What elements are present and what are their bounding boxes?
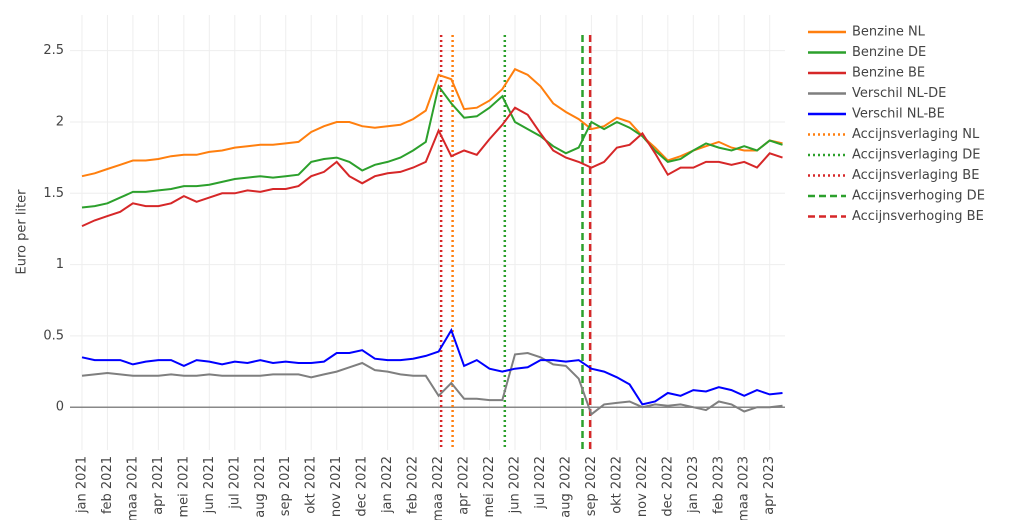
legend-label: Benzine NL — [852, 25, 926, 40]
x-tick-label: jan 2022 — [380, 456, 395, 514]
x-tick-label: aug 2021 — [253, 456, 268, 518]
legend-label: Accijnsverhoging BE — [852, 209, 984, 224]
legend-label: Benzine BE — [852, 66, 925, 81]
x-tick-label: jul 2021 — [227, 456, 242, 510]
x-tick-label: maa 2021 — [125, 456, 140, 520]
y-tick-label: 2 — [56, 114, 64, 129]
x-tick-label: apr 2021 — [151, 456, 166, 515]
x-tick-label: maa 2022 — [431, 456, 446, 520]
series-line — [81, 327, 783, 406]
x-tick-label: dec 2021 — [355, 456, 370, 517]
legend-label: Accijnsverlaging DE — [852, 148, 981, 163]
x-tick-label: apr 2022 — [457, 456, 472, 515]
y-tick-label: 0.5 — [43, 328, 64, 343]
series-line — [81, 106, 783, 228]
x-tick-label: apr 2023 — [762, 456, 777, 515]
y-tick-label: 2.5 — [43, 43, 64, 58]
x-tick-label: sep 2021 — [278, 456, 293, 516]
x-tick-label: dec 2022 — [660, 456, 675, 517]
x-tick-label: mei 2021 — [176, 456, 191, 518]
x-tick-label: aug 2022 — [558, 456, 573, 518]
x-tick-label: nov 2022 — [635, 456, 650, 517]
legend-label: Verschil NL-DE — [852, 86, 946, 101]
legend-label: Accijnsverhoging DE — [852, 189, 985, 204]
x-tick-label: okt 2021 — [304, 456, 319, 514]
x-tick-label: jan 2023 — [686, 456, 701, 514]
legend-label: Accijnsverlaging NL — [852, 127, 980, 142]
x-tick-label: jan 2021 — [74, 456, 89, 514]
x-tick-label: jul 2022 — [533, 456, 548, 510]
series-line — [81, 83, 783, 209]
y-tick-label: 1 — [56, 257, 64, 272]
y-tick-label: 1.5 — [43, 186, 64, 201]
x-tick-label: feb 2023 — [711, 456, 726, 514]
x-tick-label: maa 2023 — [737, 456, 752, 520]
legend-label: Verschil NL-BE — [852, 107, 945, 122]
x-tick-label: feb 2021 — [100, 456, 115, 514]
x-tick-label: okt 2022 — [609, 456, 624, 514]
legend-label: Benzine DE — [852, 45, 926, 60]
legend-label: Accijnsverlaging BE — [852, 168, 979, 183]
x-tick-label: mei 2022 — [482, 456, 497, 518]
y-tick-label: 0 — [56, 400, 64, 415]
x-tick-label: jun 2021 — [202, 456, 217, 514]
y-axis-label: Euro per liter — [15, 189, 30, 275]
x-tick-label: jun 2022 — [507, 456, 522, 514]
series-line — [81, 67, 783, 178]
x-tick-label: feb 2022 — [406, 456, 421, 514]
x-tick-label: sep 2022 — [584, 456, 599, 516]
series-line — [81, 351, 783, 416]
x-tick-label: nov 2021 — [329, 456, 344, 517]
